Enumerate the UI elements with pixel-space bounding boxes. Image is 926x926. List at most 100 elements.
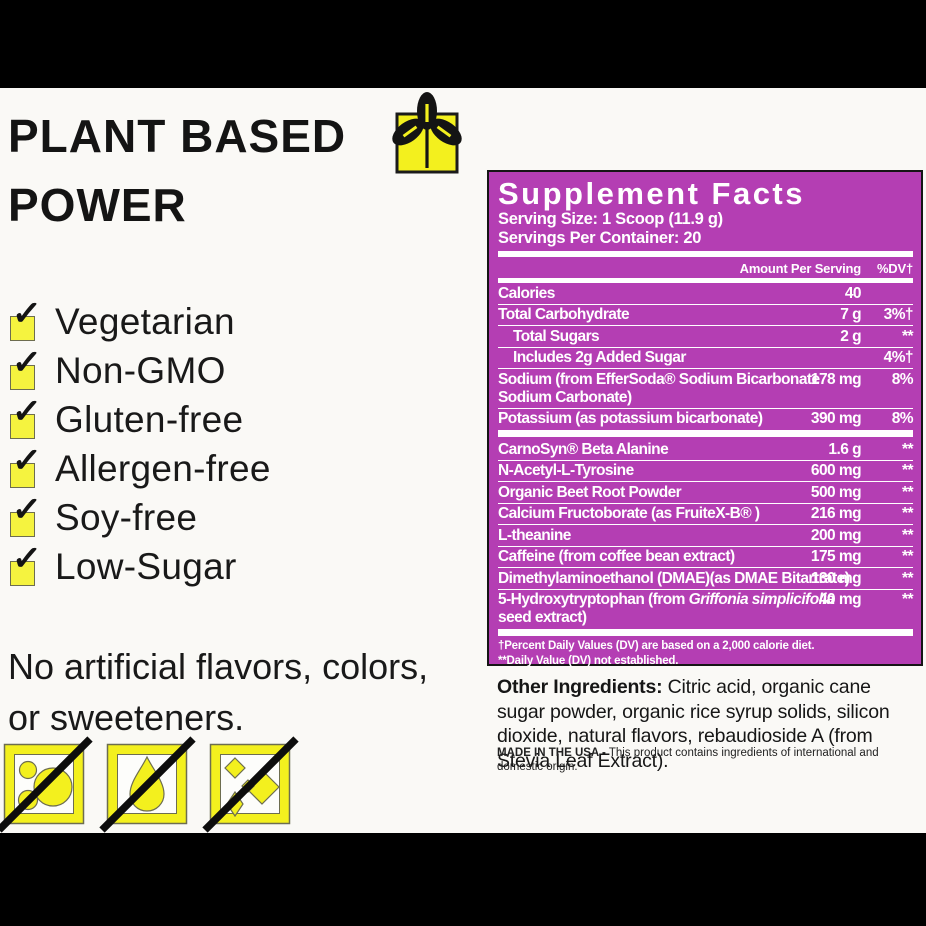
other-ingredients-label: Other Ingredients: bbox=[497, 676, 663, 698]
checkmark-icon: ✓ bbox=[11, 440, 43, 481]
plant-leaf-icon bbox=[390, 90, 466, 178]
checkbox bbox=[10, 561, 35, 586]
checklist-label: Non-GMO bbox=[55, 350, 226, 391]
row-name: N-Acetyl-L-Tyrosine bbox=[498, 462, 634, 479]
serving-size: Serving Size: 1 Scoop (11.9 g) bbox=[498, 210, 723, 228]
row-name: L-theanine bbox=[498, 526, 571, 544]
checklist-label: Allergen-free bbox=[55, 448, 271, 489]
supplement-facts-title: Supplement Facts bbox=[498, 176, 805, 211]
other-ingredients-text: Citric acid, organic cane sugar powder, … bbox=[497, 676, 890, 772]
checklist-label: Vegetarian bbox=[55, 301, 235, 342]
checklist-item-low-sugar: ✓ Low-Sugar bbox=[9, 538, 271, 595]
row-name: Sodium (from EfferSoda® Sodium Bicarbona… bbox=[498, 370, 820, 406]
section-divider bbox=[498, 430, 913, 437]
row-name: Calories bbox=[498, 284, 555, 302]
supplement-row-beet-root: Organic Beet Root Powder 500 mg ** bbox=[498, 482, 914, 504]
row-amount: 175 mg bbox=[810, 548, 862, 565]
row-name: 5-Hydroxytryptophan (from Griffonia simp… bbox=[498, 591, 835, 626]
supplement-row-beta-alanine: CarnoSyn® Beta Alanine 1.6 g ** bbox=[498, 439, 914, 461]
checkmark-icon: ✓ bbox=[11, 342, 43, 383]
row-name: Organic Beet Root Powder bbox=[498, 483, 682, 501]
page-title-line2: POWER bbox=[8, 179, 187, 231]
checklist-item-non-gmo: ✓ Non-GMO bbox=[9, 342, 271, 399]
row-dv: ** bbox=[902, 569, 914, 587]
row-amount: 1.6 g bbox=[828, 440, 861, 458]
footnote-dv: †Percent Daily Values (DV) are based on … bbox=[498, 640, 815, 652]
section-divider bbox=[498, 629, 913, 636]
row-amount: 200 mg bbox=[810, 526, 862, 544]
supplement-row-total-sugars: Total Sugars 2 g ** bbox=[498, 326, 914, 348]
row-name: Includes 2g Added Sugar bbox=[513, 349, 686, 366]
page-title-line1: PLANT BASED bbox=[8, 110, 347, 162]
row-dv: ** bbox=[902, 327, 914, 345]
supplement-row-sodium: Sodium (from EfferSoda® Sodium Bicarbona… bbox=[498, 369, 914, 409]
checkbox bbox=[10, 463, 35, 488]
no-artificial-badges bbox=[0, 736, 299, 833]
row-amount: 216 mg bbox=[810, 505, 862, 522]
row-amount: 40 mg bbox=[818, 591, 862, 608]
row-amount: 178 mg bbox=[810, 370, 862, 388]
origin-label: MADE IN THE USA - bbox=[497, 747, 606, 759]
row-amount: 40 bbox=[844, 284, 862, 302]
checklist-item-soy-free: ✓ Soy-free bbox=[9, 489, 271, 546]
checklist-item-vegetarian: ✓ Vegetarian bbox=[9, 293, 271, 350]
divider bbox=[498, 251, 913, 257]
checkmark-icon: ✓ bbox=[11, 391, 43, 432]
no-artificial-claim: No artificial flavors, colors, or sweete… bbox=[8, 646, 429, 738]
checkbox bbox=[10, 414, 35, 439]
footnotes: †Percent Daily Values (DV) are based on … bbox=[498, 639, 913, 668]
row-amount: 500 mg bbox=[810, 483, 862, 501]
checklist-label: Gluten-free bbox=[55, 399, 244, 440]
no-artificial-colors-icon bbox=[0, 736, 93, 833]
column-amount-per-serving: Amount Per Serving bbox=[739, 261, 862, 276]
checkmark-icon: ✓ bbox=[11, 489, 43, 530]
row-name: CarnoSyn® Beta Alanine bbox=[498, 440, 669, 458]
row-dv: ** bbox=[902, 483, 914, 501]
servings-per-container: Servings Per Container: 20 bbox=[498, 229, 702, 247]
feature-checklist: ✓ Vegetarian ✓ Non-GMO ✓ Gluten-free ✓ A… bbox=[9, 293, 271, 595]
supplement-row-calories: Calories 40 bbox=[498, 283, 913, 305]
divider bbox=[498, 278, 913, 283]
row-amount: 2 g bbox=[840, 327, 861, 345]
row-dv: 8% bbox=[891, 410, 914, 427]
top-black-bar bbox=[0, 0, 926, 88]
bottom-black-bar bbox=[0, 833, 926, 926]
no-artificial-sweeteners-icon bbox=[202, 736, 299, 833]
checklist-item-allergen-free: ✓ Allergen-free bbox=[9, 440, 271, 497]
column-dv: %DV† bbox=[876, 261, 913, 276]
supplement-row-5htp: 5-Hydroxytryptophan (from Griffonia simp… bbox=[498, 590, 914, 629]
supplement-row-l-theanine: L-theanine 200 mg ** bbox=[498, 525, 914, 547]
row-amount: 600 mg bbox=[810, 462, 862, 479]
row-amount: 130 mg bbox=[810, 569, 862, 587]
row-dv: 8% bbox=[891, 370, 914, 388]
supplement-row-total-carbohydrate: Total Carbohydrate 7 g 3%† bbox=[498, 305, 914, 326]
row-dv: ** bbox=[902, 526, 914, 544]
row-dv: ** bbox=[902, 548, 914, 565]
row-dv: ** bbox=[902, 440, 914, 458]
footnote-not-established: **Daily Value (DV) not established. bbox=[498, 654, 679, 667]
checklist-label: Soy-free bbox=[55, 497, 198, 538]
page-title: PLANT BASED POWER bbox=[8, 102, 346, 240]
origin-text: This product contains ingredients of int… bbox=[497, 747, 879, 773]
row-name: Total Carbohydrate bbox=[498, 306, 630, 323]
row-dv: ** bbox=[902, 591, 914, 608]
supplement-row-fructoborate: Calcium Fructoborate (as FruiteX-B® ) 21… bbox=[498, 504, 914, 525]
supplement-facts-panel: Supplement Facts Serving Size: 1 Scoop (… bbox=[487, 170, 923, 668]
row-dv: ** bbox=[902, 505, 914, 522]
checkmark-icon: ✓ bbox=[11, 538, 43, 579]
row-name: Potassium (as potassium bicarbonate) bbox=[498, 410, 763, 427]
row-amount: 390 mg bbox=[810, 410, 862, 427]
checklist-label: Low-Sugar bbox=[55, 546, 237, 587]
checkbox bbox=[10, 512, 35, 537]
row-dv: ** bbox=[902, 462, 914, 479]
no-artificial-flavors-icon bbox=[99, 736, 196, 833]
row-dv: 3%† bbox=[883, 306, 914, 323]
origin-note: MADE IN THE USA - This product contains … bbox=[497, 746, 922, 774]
supplement-row-potassium: Potassium (as potassium bicarbonate) 390… bbox=[498, 409, 914, 430]
other-ingredients: Other Ingredients: Citric acid, organic … bbox=[497, 675, 917, 773]
row-name: Caffeine (from coffee bean extract) bbox=[498, 548, 735, 565]
row-amount: 7 g bbox=[840, 306, 861, 323]
row-name: Total Sugars bbox=[513, 327, 600, 345]
checklist-item-gluten-free: ✓ Gluten-free bbox=[9, 391, 271, 448]
checkmark-icon: ✓ bbox=[11, 293, 43, 334]
